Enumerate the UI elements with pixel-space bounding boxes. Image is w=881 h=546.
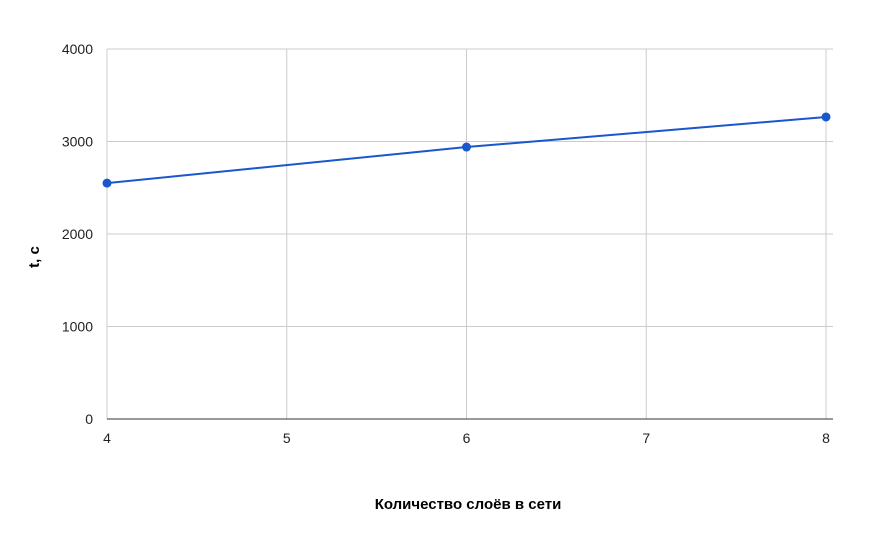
series: [102, 112, 831, 188]
x-tick-label: 6: [463, 430, 471, 446]
y-axis-title: t, c: [26, 246, 43, 268]
y-tick-label: 1000: [62, 319, 93, 335]
x-tick-label: 5: [283, 430, 291, 446]
tick-labels: 0 1000 2000 3000 4000 4 5 6 7 8: [62, 41, 830, 446]
y-tick-label: 0: [85, 411, 93, 427]
data-point: [821, 112, 831, 122]
x-tick-label: 7: [642, 430, 650, 446]
y-tick-label: 4000: [62, 41, 93, 57]
grid: [106, 48, 833, 419]
y-tick-label: 3000: [62, 134, 93, 150]
data-point: [462, 142, 471, 152]
x-tick-label: 8: [822, 430, 830, 446]
data-point: [102, 178, 112, 188]
x-axis-title: Количество слоёв в сети: [375, 496, 562, 513]
x-tick-label: 4: [103, 430, 111, 446]
y-tick-label: 2000: [62, 226, 93, 242]
